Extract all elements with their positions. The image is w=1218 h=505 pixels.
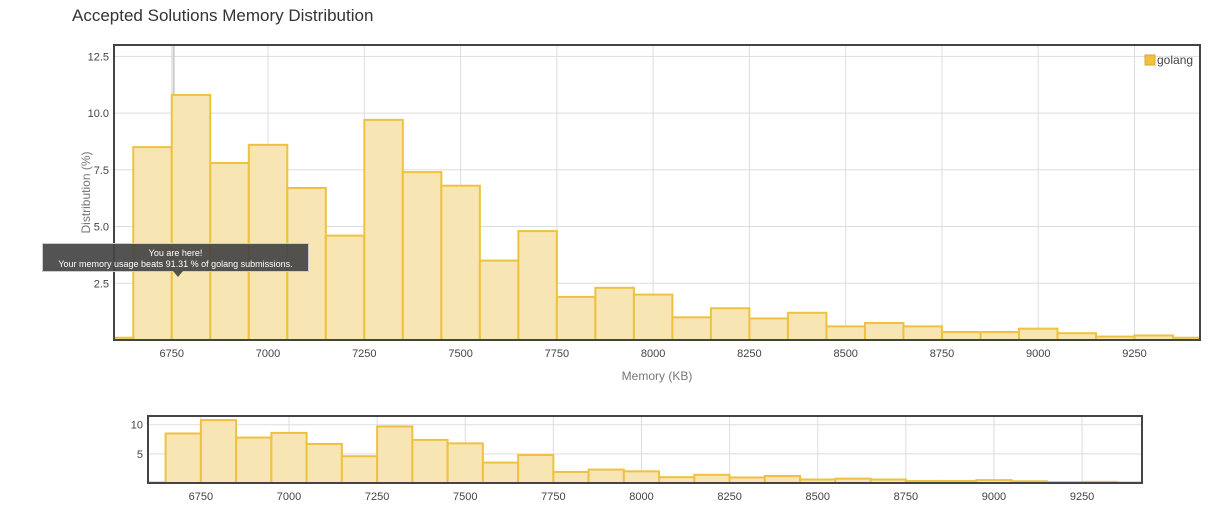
nav-histogram-bar[interactable]	[693, 473, 731, 484]
main-histogram-bar[interactable]	[594, 286, 635, 341]
nav-histogram-bar[interactable]	[622, 470, 661, 485]
main-x-tick-label: 8750	[930, 348, 954, 360]
nav-y-tick-label: 10	[131, 420, 143, 432]
main-x-tick-label: 7750	[545, 348, 569, 360]
main-histogram-bar[interactable]	[324, 234, 366, 341]
main-histogram-bar[interactable]	[786, 311, 828, 341]
main-histogram-bar[interactable]	[247, 143, 289, 341]
main-histogram-bar[interactable]	[517, 230, 558, 341]
main-histogram-bar[interactable]	[478, 259, 520, 342]
main-plot-frame	[113, 44, 1201, 341]
main-y-axis-title: Distribution (%)	[79, 151, 93, 233]
main-histogram-bar[interactable]	[825, 325, 866, 341]
nav-x-tick-label: 7000	[277, 491, 301, 503]
legend-swatch[interactable]	[1144, 54, 1156, 66]
main-x-tick-label: 7500	[448, 348, 472, 360]
page-title: Accepted Solutions Memory Distribution	[72, 6, 374, 25]
main-x-tick-label: 7250	[352, 348, 376, 360]
main-x-tick-label: 6750	[160, 348, 184, 360]
main-histogram-bar[interactable]	[440, 184, 481, 341]
main-x-tick-label: 9000	[1026, 348, 1050, 360]
nav-histogram-bar[interactable]	[164, 432, 202, 485]
main-y-tick-label: 12.5	[88, 51, 109, 63]
legend-label-golang[interactable]: golang	[1157, 53, 1193, 67]
main-y-tick-label: 7.5	[94, 165, 109, 177]
nav-histogram-bar[interactable]	[481, 461, 520, 485]
nav-histogram-bar[interactable]	[587, 468, 625, 485]
main-x-tick-label: 8500	[833, 348, 857, 360]
tooltip-arrow-icon	[173, 271, 183, 277]
nav-x-tick-label: 7750	[541, 491, 565, 503]
nav-histogram-bar[interactable]	[517, 454, 555, 485]
nav-histogram-bar[interactable]	[552, 470, 590, 484]
nav-x-tick-label: 8500	[805, 491, 829, 503]
main-y-tick-label: 5.0	[94, 222, 109, 234]
nav-x-tick-label: 8000	[629, 491, 653, 503]
tooltip-text: Your memory usage beats 91.31 % of golan…	[58, 259, 293, 269]
main-histogram-bar[interactable]	[940, 331, 982, 341]
nav-histogram-bar[interactable]	[270, 431, 308, 485]
main-histogram-bar[interactable]	[748, 317, 789, 342]
nav-histogram-bar[interactable]	[446, 442, 484, 484]
nav-histogram-bar[interactable]	[376, 425, 414, 485]
nav-histogram-bar[interactable]	[411, 438, 449, 485]
main-histogram-bar[interactable]	[671, 316, 712, 341]
main-histogram-bar[interactable]	[170, 93, 212, 341]
main-histogram-bar[interactable]	[401, 171, 443, 341]
main-histogram-bar[interactable]	[979, 331, 1021, 341]
nav-x-tick-label: 6750	[189, 491, 213, 503]
main-histogram-bar[interactable]	[863, 321, 905, 342]
main-histogram-bar[interactable]	[902, 325, 943, 341]
nav-histogram-bar[interactable]	[340, 455, 379, 485]
main-histogram-bar[interactable]	[632, 293, 674, 342]
tooltip-title: You are here!	[148, 248, 203, 258]
nav-histogram-bar[interactable]	[763, 475, 802, 485]
main-x-tick-label: 8250	[737, 348, 761, 360]
main-histogram-bar[interactable]	[1056, 332, 1098, 342]
main-x-tick-label: 8000	[641, 348, 665, 360]
main-y-tick-label: 10.0	[88, 108, 109, 120]
nav-histogram-bar[interactable]	[235, 436, 273, 484]
main-histogram-bar[interactable]	[709, 307, 751, 342]
nav-x-tick-label: 7500	[453, 491, 477, 503]
main-x-tick-label: 7000	[256, 348, 280, 360]
nav-x-tick-label: 9250	[1070, 491, 1094, 503]
nav-histogram-bar[interactable]	[199, 419, 238, 484]
nav-x-tick-label: 7250	[365, 491, 389, 503]
nav-x-tick-label: 8750	[894, 491, 918, 503]
main-x-axis-title: Memory (KB)	[622, 369, 693, 383]
main-y-tick-label: 2.5	[94, 278, 109, 290]
nav-histogram-bar[interactable]	[305, 442, 343, 484]
nav-x-tick-label: 8250	[717, 491, 741, 503]
nav-x-tick-label: 9000	[982, 491, 1006, 503]
nav-plot-frame	[147, 415, 1143, 484]
nav-y-tick-label: 5	[137, 449, 143, 461]
main-histogram-bar[interactable]	[363, 118, 404, 341]
you-are-here-tooltip: You are here! Your memory usage beats 91…	[42, 243, 309, 277]
main-histogram-bar[interactable]	[555, 295, 597, 341]
main-x-tick-label: 9250	[1122, 348, 1146, 360]
main-histogram-bar[interactable]	[1018, 327, 1059, 341]
